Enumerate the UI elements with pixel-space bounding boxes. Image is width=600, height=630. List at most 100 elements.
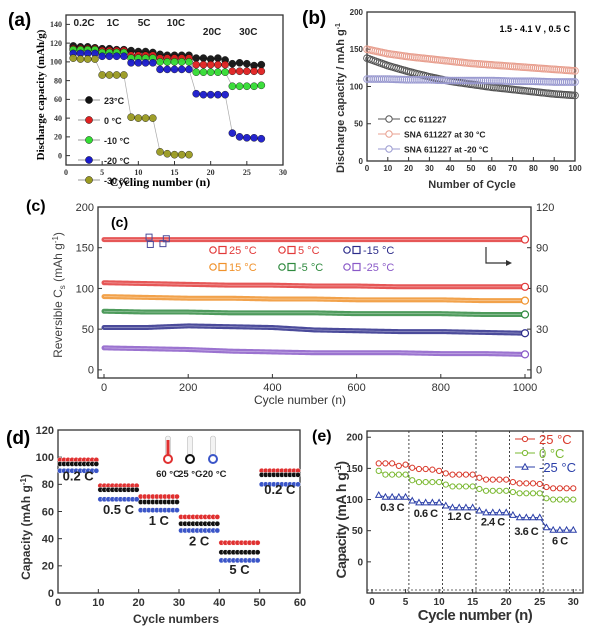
data-point-b [498, 61, 507, 70]
data-point-e [516, 480, 523, 487]
data-point-a [235, 133, 244, 141]
end-marker-c [520, 282, 530, 291]
data-point-e [476, 485, 483, 493]
x-tick-label-a: 25 [243, 168, 251, 177]
data-point-a [156, 58, 164, 66]
x-tick-label-b: 0 [365, 164, 370, 173]
data-point-b [537, 77, 546, 86]
data-point-a [257, 134, 266, 143]
data-point-a [235, 67, 244, 76]
data-point-a [206, 68, 215, 76]
end-marker-c [520, 235, 530, 244]
data-point-b [487, 76, 496, 85]
legend-marker-circle-c [209, 246, 217, 254]
data-point-e [522, 513, 531, 521]
data-point-b [394, 75, 403, 84]
data-point-e [435, 478, 443, 486]
legend-marker-b [385, 115, 393, 123]
data-point-e [456, 483, 463, 490]
data-point-a [163, 149, 172, 158]
data-point-a [206, 60, 215, 69]
data-point-b [560, 66, 569, 74]
data-point-b [500, 77, 509, 85]
data-point-b [560, 90, 569, 99]
data-point-e [375, 460, 382, 467]
data-point-a [192, 54, 200, 62]
series-highlight-c [103, 296, 525, 301]
data-point-b [548, 78, 556, 86]
data-point-a [243, 134, 251, 142]
data-point-b [550, 65, 559, 74]
data-point-b [404, 75, 413, 84]
data-point-e [449, 483, 456, 490]
data-point-b [535, 64, 544, 73]
data-point-e [429, 478, 436, 486]
legend-marker-square-c [352, 262, 361, 272]
plot-frame-e [366, 430, 584, 594]
data-point-b [510, 77, 519, 86]
data-point-b [485, 60, 494, 69]
legend-label-e: 0 °C [539, 446, 564, 461]
data-point-e [529, 490, 537, 497]
plot-frame-c [97, 206, 532, 379]
data-point-e [428, 498, 437, 506]
data-point-e [449, 471, 456, 478]
data-point-e [382, 471, 389, 478]
annotation-b: 1.5 - 4.1 V , 0.5 C [499, 24, 570, 34]
data-point-e [476, 474, 483, 481]
x-tick-label-e: 30 [568, 597, 580, 608]
data-point-b [456, 76, 465, 85]
data-point-a [156, 148, 164, 156]
thermometer-bulb-icon [208, 454, 218, 464]
legend-label-a: -20 °C [104, 156, 130, 166]
data-point-e [482, 508, 490, 516]
data-point-b [402, 75, 411, 84]
data-point-e [570, 485, 577, 492]
data-point-e [535, 513, 544, 521]
data-point-e [388, 492, 396, 500]
x-tick-label-e: 15 [467, 597, 479, 608]
data-point-b [454, 76, 463, 85]
data-point-b [569, 78, 577, 86]
data-point-b [523, 77, 532, 86]
data-point-e [503, 487, 510, 494]
rate-label-d: 1 C [149, 513, 170, 528]
data-point-b [410, 75, 419, 84]
x-tick-label-e: 25 [534, 597, 546, 608]
data-point-e [394, 492, 403, 500]
data-point-a [177, 150, 186, 159]
data-point-e [509, 478, 517, 486]
data-point-b [481, 76, 490, 85]
data-point-b [533, 64, 542, 73]
data-point-a [69, 54, 78, 62]
data-point-a [214, 68, 222, 76]
data-point-a [221, 60, 229, 69]
data-point-b [492, 76, 500, 85]
data-point-e [543, 483, 550, 491]
data-point-b [415, 75, 423, 84]
y-tick-label-d: 20 [42, 561, 54, 573]
data-point-a [192, 68, 200, 76]
data-point-b [371, 75, 380, 83]
y-tick-label-a: 60 [54, 95, 62, 104]
data-point-e [570, 496, 577, 503]
data-point-e [395, 471, 402, 478]
data-point-b [519, 77, 527, 86]
rate-label-d: 2 C [189, 533, 210, 548]
legend-marker-circle-c [343, 246, 351, 254]
data-point-e [462, 483, 470, 490]
data-point-b [471, 59, 480, 68]
data-point-b [496, 61, 504, 70]
data-point-e [495, 508, 504, 516]
data-point-b [448, 76, 457, 85]
data-point-a [243, 67, 251, 76]
legend-marker-e [521, 435, 529, 443]
data-point-a [199, 60, 208, 69]
y-tick-label-a: 20 [54, 133, 62, 142]
direction-arrow-icon [485, 247, 512, 266]
data-point-a [228, 82, 237, 91]
data-point-b [558, 66, 567, 74]
x-axis-title-e: Cycle number (n) [418, 607, 533, 624]
data-point-e [529, 480, 537, 487]
data-point-b [396, 75, 405, 84]
